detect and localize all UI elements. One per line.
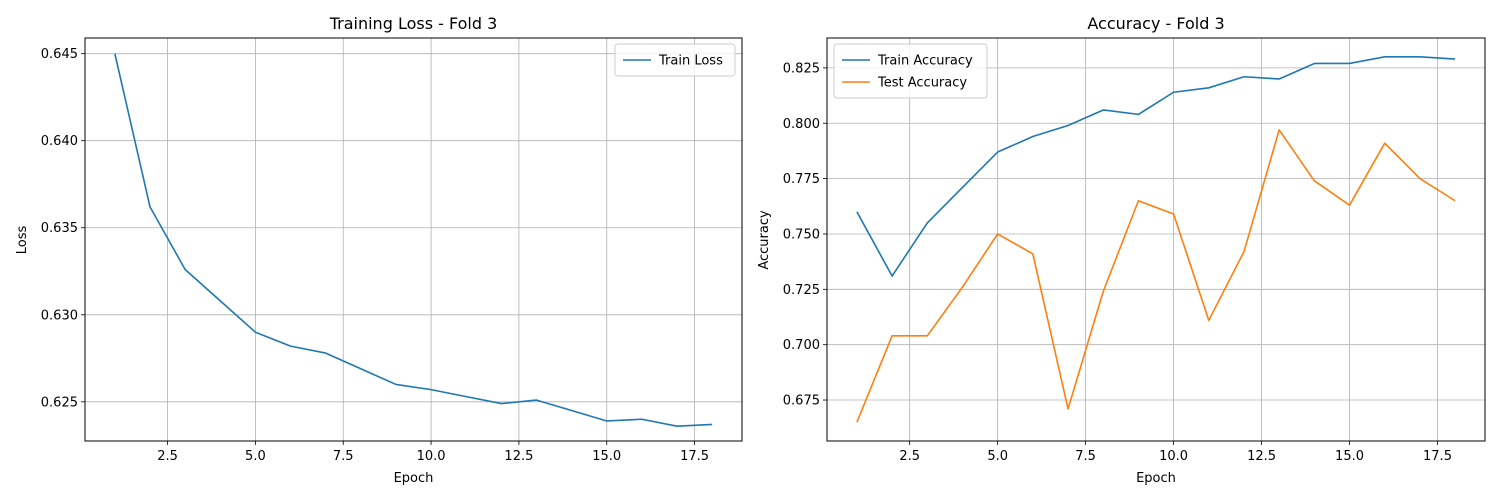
accuracy-chart-xtick-label: 10.0: [1159, 449, 1188, 464]
loss-chart-ticks: 2.5 5.0 7.5 10.0 12.5 15.0 17.5 0.625 0.630 0.635…: [41, 47, 709, 464]
accuracy-chart-ytick-label: 0.750: [783, 227, 820, 242]
accuracy-chart-xtick-label: 12.5: [1247, 449, 1276, 464]
accuracy-chart-ytick-label: 0.800: [783, 117, 820, 132]
loss-chart-legend-label: Train Loss: [658, 54, 723, 69]
loss-chart-xtick-label: 2.5: [157, 449, 178, 464]
loss-chart-xtick-label: 10.0: [417, 449, 446, 464]
loss-chart-xtick-label: 17.5: [680, 449, 709, 464]
loss-chart-ytick-label: 0.635: [41, 221, 78, 236]
loss-chart-xtick-label: 7.5: [333, 449, 354, 464]
accuracy-chart: Accuracy - Fold 3 2.5 5.0 7.5 10.0 12.5 15.0 1…: [757, 14, 1486, 486]
loss-chart-xtick-label: 15.0: [592, 449, 621, 464]
accuracy-chart-xtick-label: 17.5: [1423, 449, 1452, 464]
accuracy-chart-xtick-label: 7.5: [1075, 449, 1096, 464]
loss-chart-xtick-label: 12.5: [504, 449, 533, 464]
loss-chart-plot-area: [84, 37, 743, 442]
accuracy-chart-ytick-label: 0.775: [783, 172, 820, 187]
accuracy-chart-xtick-label: 2.5: [899, 449, 920, 464]
accuracy-chart-test-accuracy-line: [856, 129, 1456, 423]
loss-chart-train-loss-line: [114, 53, 713, 428]
accuracy-chart-plot-area: [826, 37, 1486, 442]
accuracy-chart-ytick-label: 0.700: [783, 338, 820, 353]
accuracy-chart-title: Accuracy - Fold 3: [1087, 14, 1224, 33]
accuracy-chart-ticks: 2.5 5.0 7.5 10.0 12.5 15.0 17.5 0.675 0.700 0.725…: [783, 61, 1452, 464]
accuracy-chart-xtick-label: 15.0: [1335, 449, 1364, 464]
accuracy-chart-xtick-label: 5.0: [987, 449, 1008, 464]
loss-chart-title: Training Loss - Fold 3: [329, 14, 498, 33]
loss-chart: Training Loss - Fold 3 2.5 5.0 7.5 10.0 12.5…: [15, 14, 743, 486]
accuracy-chart-legend-label: Test Accuracy: [877, 76, 967, 91]
loss-chart-ylabel: Loss: [15, 226, 30, 255]
loss-chart-xtick-label: 5.0: [245, 449, 266, 464]
accuracy-chart-ytick-label: 0.825: [783, 61, 820, 76]
loss-chart-xlabel: Epoch: [394, 471, 434, 486]
accuracy-chart-legend: Train Accuracy Test Accuracy: [833, 43, 988, 99]
accuracy-chart-ylabel: Accuracy: [757, 210, 772, 270]
accuracy-chart-series: [856, 56, 1456, 423]
accuracy-chart-legend-label: Train Accuracy: [877, 54, 973, 69]
accuracy-chart-ytick-label: 0.675: [783, 394, 820, 409]
loss-chart-ytick-label: 0.645: [41, 47, 78, 62]
loss-chart-series: [114, 53, 713, 428]
loss-chart-ytick-label: 0.640: [41, 134, 78, 149]
loss-chart-ytick-label: 0.625: [41, 395, 78, 410]
accuracy-chart-train-accuracy-line: [856, 56, 1456, 277]
loss-chart-legend: Train Loss: [614, 43, 736, 77]
accuracy-chart-legend-box: [833, 43, 988, 99]
accuracy-chart-xlabel: Epoch: [1136, 471, 1176, 486]
loss-chart-grid: [85, 38, 742, 441]
loss-chart-ytick-label: 0.630: [41, 308, 78, 323]
accuracy-chart-ytick-label: 0.725: [783, 283, 820, 298]
loss-chart-legend-box: [614, 43, 736, 77]
